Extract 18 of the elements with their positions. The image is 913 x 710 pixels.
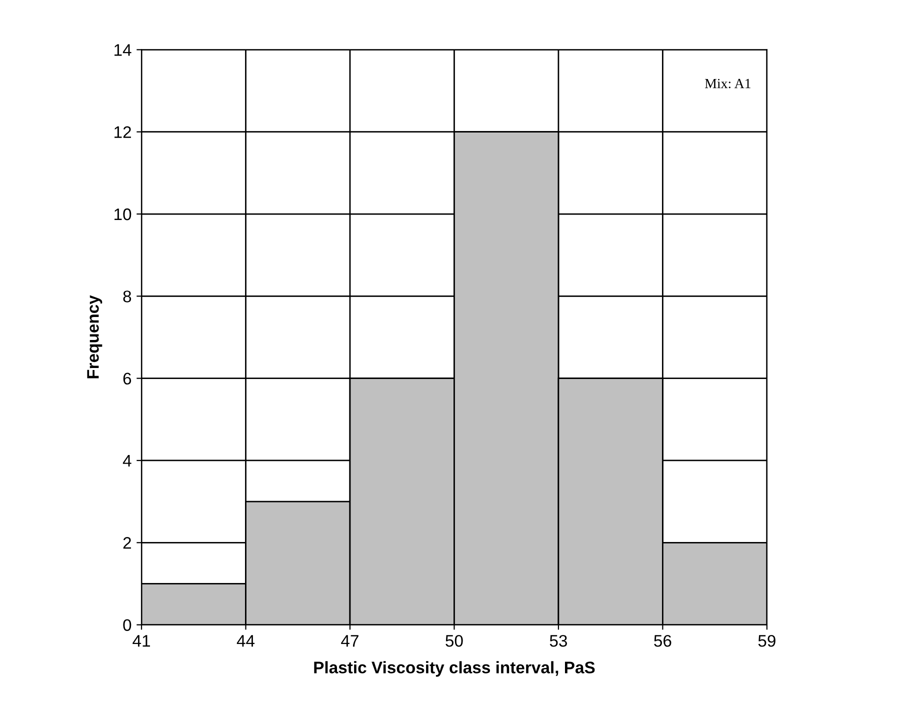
x-tick-label: 59 xyxy=(758,634,776,647)
y-tick-label: 8 xyxy=(123,290,132,302)
x-tick-label: 44 xyxy=(236,635,255,647)
y-axis-title: Frequency xyxy=(87,295,102,378)
y-tick-label: 0 xyxy=(123,619,132,632)
y-tick-label: 10 xyxy=(114,208,132,220)
y-tick-label: 14 xyxy=(114,44,132,56)
x-tick-label: 56 xyxy=(654,634,672,647)
y-tick-label: 12 xyxy=(114,126,131,138)
x-tick-label: 41 xyxy=(132,635,150,647)
y-tick-label: 2 xyxy=(123,537,131,549)
y-tick-label: 6 xyxy=(123,372,132,385)
x-tick-label: 53 xyxy=(550,634,567,647)
x-tick-label: 50 xyxy=(446,634,463,647)
annotation: Mix: A1 xyxy=(704,78,750,88)
x-axis-title: Plastic Viscosity class interval, PaS xyxy=(314,661,595,677)
x-tick-label: 47 xyxy=(341,635,358,647)
y-tick-label: 4 xyxy=(122,455,132,467)
